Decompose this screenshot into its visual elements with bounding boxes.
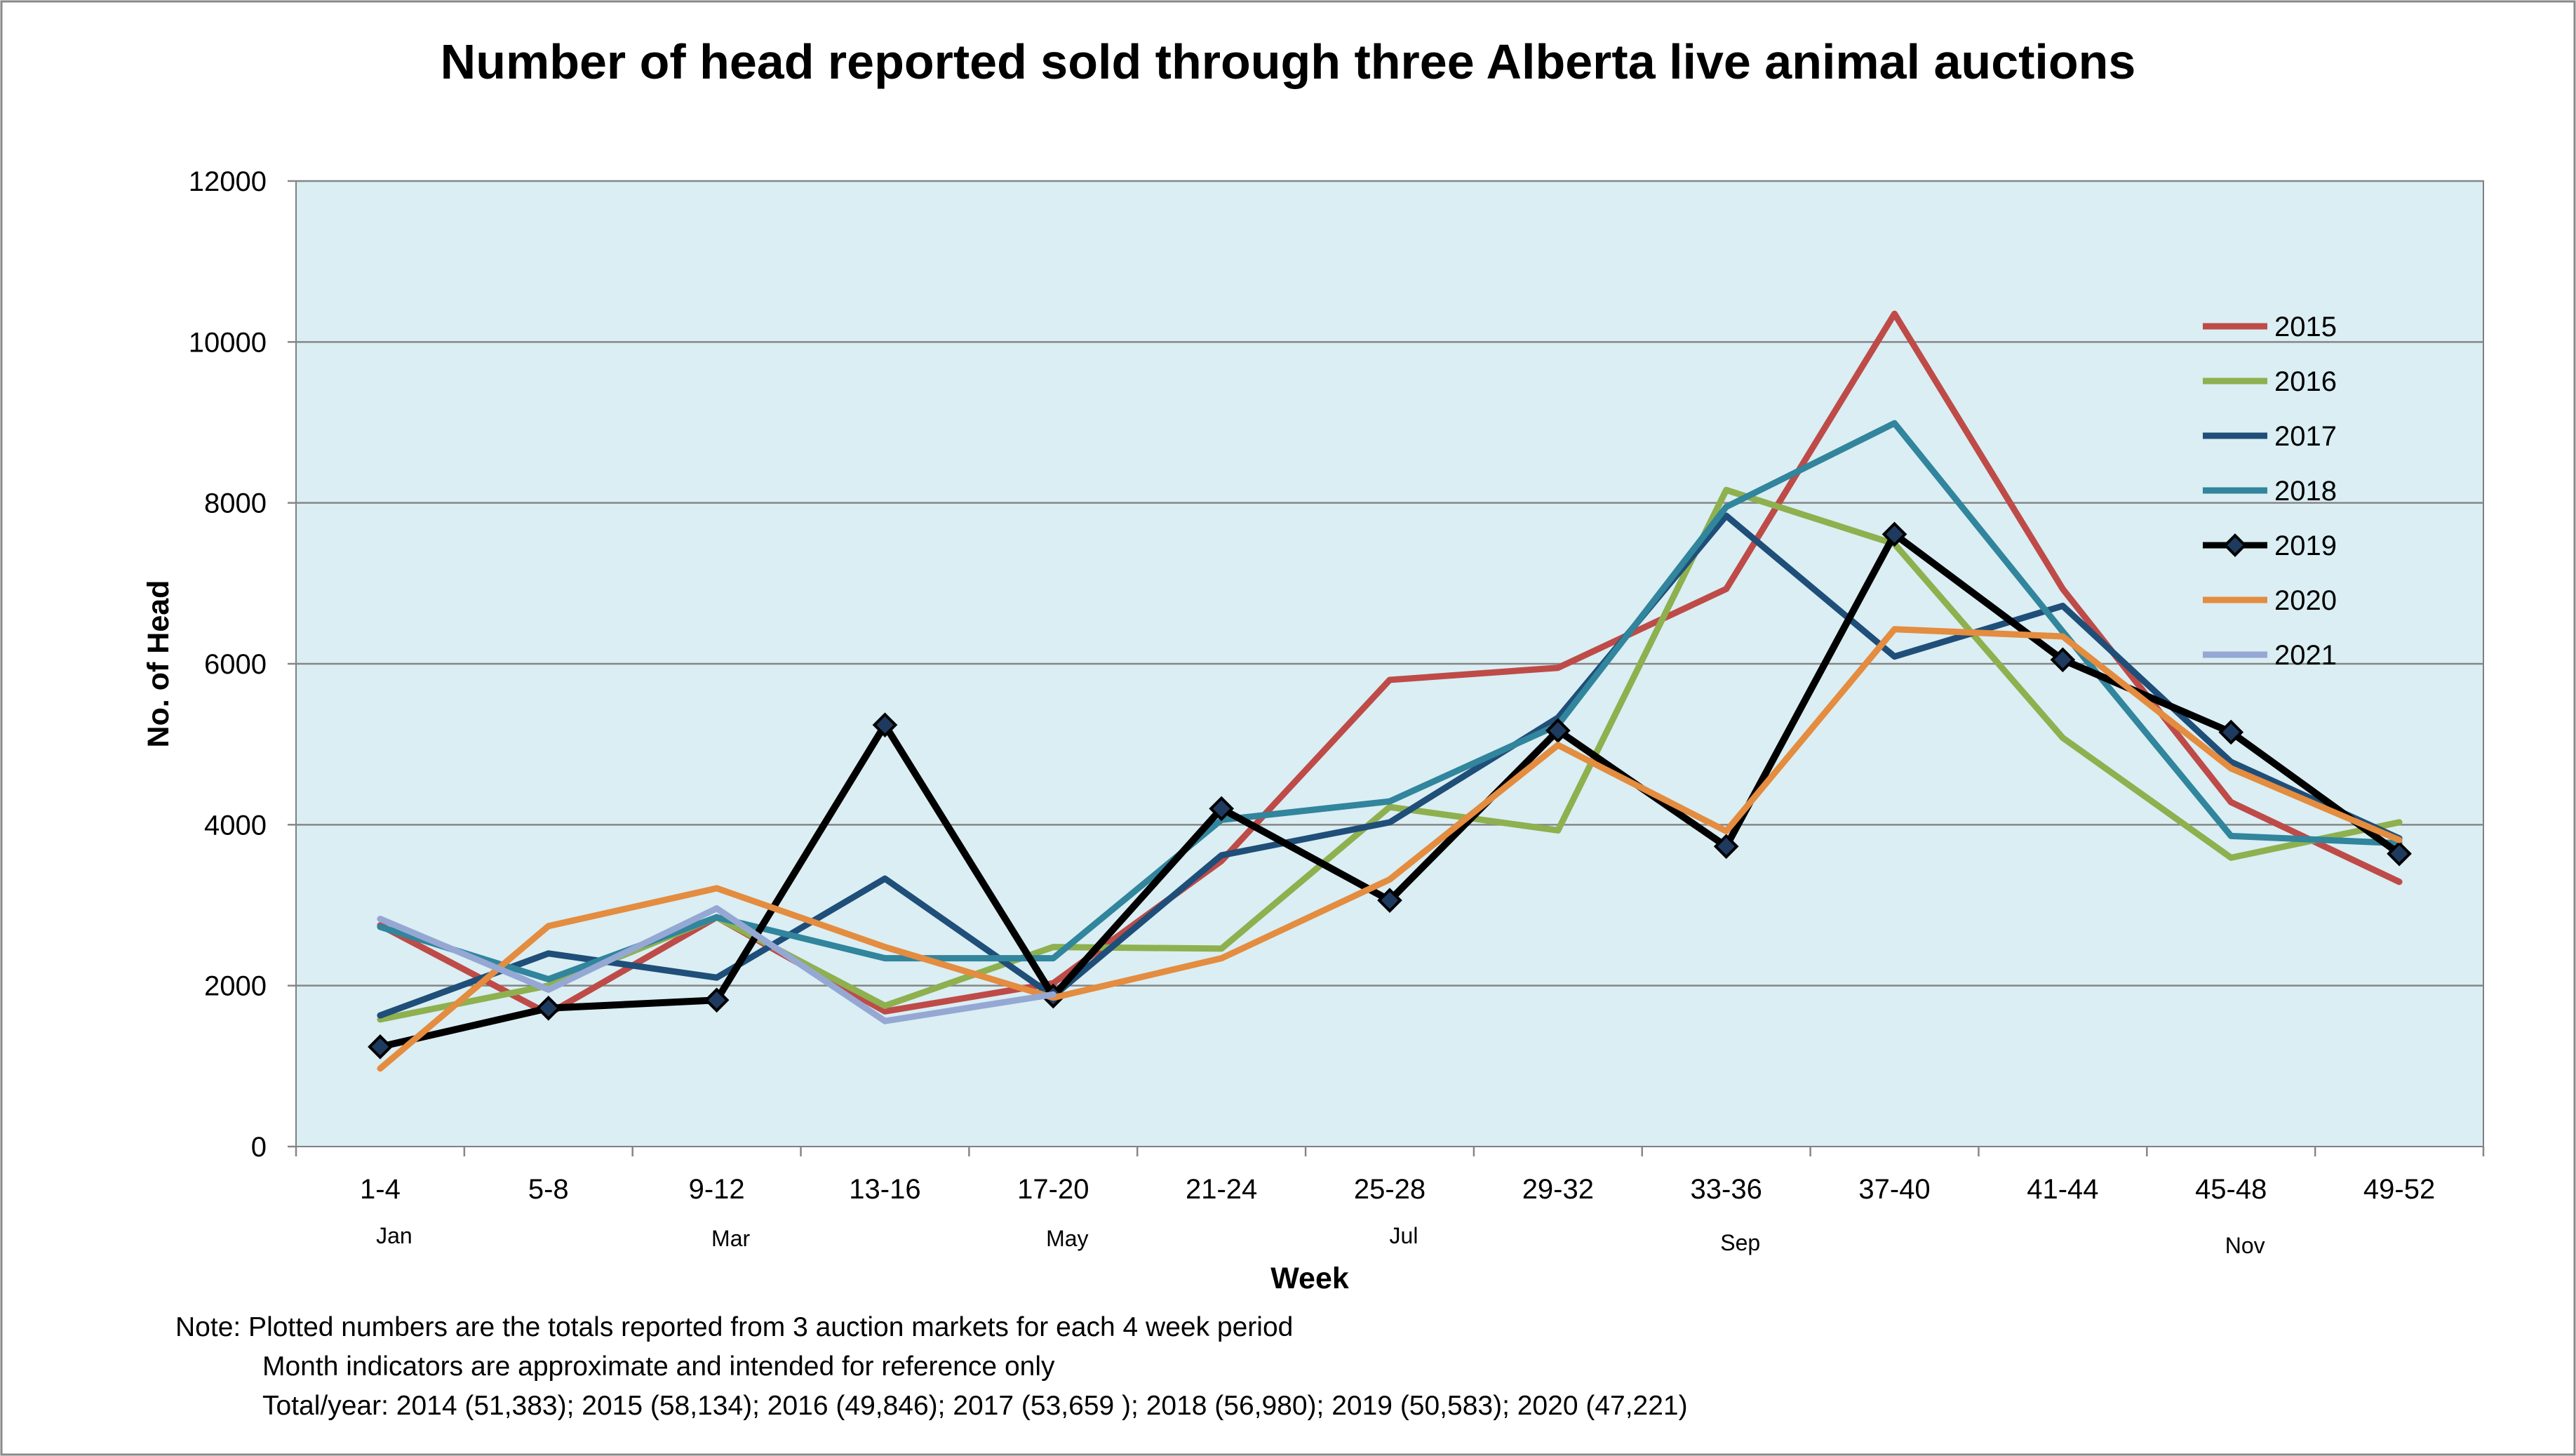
- series-line-2020: [377, 626, 2403, 1072]
- chart-title: Number of head reported sold through thr…: [441, 34, 2136, 89]
- y-tick-label: 12000: [189, 166, 267, 197]
- note-line-1: Note: Plotted numbers are the totals rep…: [175, 1312, 1293, 1342]
- data-point-2019: [2387, 841, 2412, 867]
- x-tick-label: 17-20: [1017, 1174, 1089, 1205]
- month-label: Jan: [376, 1223, 412, 1248]
- data-point-2019: [1881, 521, 1907, 547]
- legend-label-2021: 2021: [2274, 640, 2337, 671]
- x-tick-label: 29-32: [1522, 1174, 1594, 1205]
- y-tick-label: 0: [251, 1132, 267, 1163]
- legend-label-2019: 2019: [2274, 530, 2337, 561]
- data-point-2019: [704, 987, 730, 1013]
- note-line-2: Month indicators are approximate and int…: [262, 1351, 1055, 1382]
- data-point-2019: [1713, 834, 1739, 860]
- x-tick-label: 25-28: [1354, 1174, 1425, 1205]
- x-tick-label: 5-8: [528, 1174, 569, 1205]
- legend-label-2015: 2015: [2274, 312, 2337, 342]
- data-point-2019: [1545, 718, 1571, 744]
- data-point-2019: [1209, 796, 1234, 822]
- month-labels: Jan Mar May Jul Sep Nov: [376, 1223, 2265, 1258]
- series-line-2018: [377, 420, 2403, 982]
- y-tick-label: 4000: [204, 810, 267, 841]
- month-label: Mar: [711, 1226, 750, 1251]
- month-label: Sep: [1720, 1230, 1760, 1255]
- legend-marker: [2223, 533, 2247, 557]
- month-label: Nov: [2225, 1233, 2265, 1258]
- x-tick-label: 9-12: [689, 1174, 745, 1205]
- legend-label-2016: 2016: [2274, 366, 2337, 397]
- x-tick-label: 33-36: [1691, 1174, 1762, 1205]
- y-tick-label: 8000: [204, 488, 267, 519]
- data-point-2019: [535, 995, 561, 1021]
- note-line-3: Total/year: 2014 (51,383); 2015 (58,134)…: [262, 1391, 1688, 1421]
- data-point-2019: [872, 712, 898, 737]
- x-tick-label: 49-52: [2363, 1174, 2435, 1205]
- x-tick-label: 37-40: [1858, 1174, 1930, 1205]
- x-tick-label: 1-4: [360, 1174, 401, 1205]
- y-tick-label: 10000: [189, 327, 267, 358]
- legend-label-2020: 2020: [2274, 585, 2337, 616]
- legend: 2015 2016 2017 2018 2019 2020 2021: [2203, 312, 2337, 671]
- x-axis-ticks: 1-4 5-8 9-12 13-16 17-20 21-24 25-28 29-32 33-36…: [295, 1147, 2485, 1205]
- y-tick-label: 2000: [204, 971, 267, 1002]
- data-point-2019: [2218, 719, 2244, 745]
- y-tick-label: 6000: [204, 649, 267, 680]
- x-tick-label: 45-48: [2195, 1174, 2267, 1205]
- legend-label-2017: 2017: [2274, 421, 2337, 452]
- data-point-2019: [2050, 647, 2076, 673]
- x-tick-label: 21-24: [1186, 1174, 1257, 1205]
- month-label: May: [1046, 1226, 1088, 1251]
- x-axis-title: Week: [1270, 1262, 1349, 1295]
- y-axis-ticks: 0 2000 4000 6000 8000 10000 12000: [189, 166, 296, 1163]
- data-point-2019: [1377, 888, 1402, 913]
- y-axis-title: No. of Head: [142, 580, 175, 748]
- data-point-2019: [368, 1034, 393, 1060]
- x-tick-label: 41-44: [2027, 1174, 2098, 1205]
- x-tick-label: 13-16: [849, 1174, 920, 1205]
- series-lines: [368, 310, 2412, 1072]
- series-line-2017: [377, 512, 2403, 1019]
- legend-label-2018: 2018: [2274, 476, 2337, 507]
- month-label: Jul: [1390, 1223, 1418, 1248]
- series-line-2021: [377, 905, 1056, 1024]
